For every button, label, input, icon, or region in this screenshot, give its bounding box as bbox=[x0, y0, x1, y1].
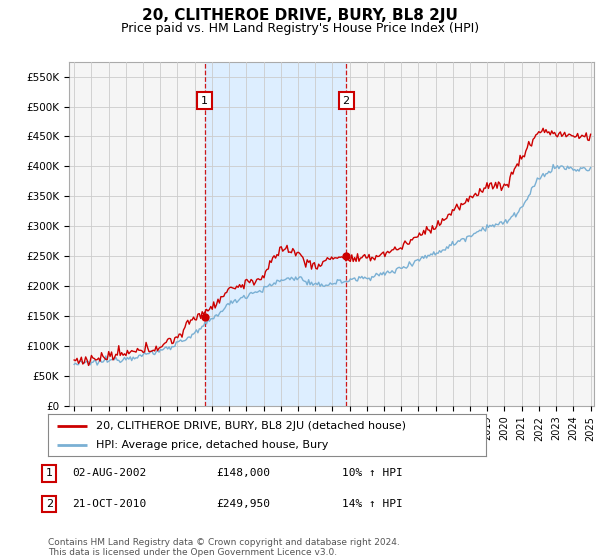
Text: 1: 1 bbox=[201, 96, 208, 105]
Text: 2: 2 bbox=[343, 96, 350, 105]
Bar bbox=[205, 62, 346, 406]
Text: Contains HM Land Registry data © Crown copyright and database right 2024.
This d: Contains HM Land Registry data © Crown c… bbox=[48, 538, 400, 557]
Text: 2: 2 bbox=[46, 499, 53, 509]
Text: 20, CLITHEROE DRIVE, BURY, BL8 2JU: 20, CLITHEROE DRIVE, BURY, BL8 2JU bbox=[142, 8, 458, 24]
Text: 21-OCT-2010: 21-OCT-2010 bbox=[72, 499, 146, 509]
Text: 10% ↑ HPI: 10% ↑ HPI bbox=[342, 468, 403, 478]
Text: Price paid vs. HM Land Registry's House Price Index (HPI): Price paid vs. HM Land Registry's House … bbox=[121, 22, 479, 35]
Text: £249,950: £249,950 bbox=[216, 499, 270, 509]
Text: £148,000: £148,000 bbox=[216, 468, 270, 478]
Text: 1: 1 bbox=[46, 468, 53, 478]
Text: HPI: Average price, detached house, Bury: HPI: Average price, detached house, Bury bbox=[96, 440, 329, 450]
Text: 02-AUG-2002: 02-AUG-2002 bbox=[72, 468, 146, 478]
Text: 14% ↑ HPI: 14% ↑ HPI bbox=[342, 499, 403, 509]
Text: 20, CLITHEROE DRIVE, BURY, BL8 2JU (detached house): 20, CLITHEROE DRIVE, BURY, BL8 2JU (deta… bbox=[96, 421, 406, 431]
